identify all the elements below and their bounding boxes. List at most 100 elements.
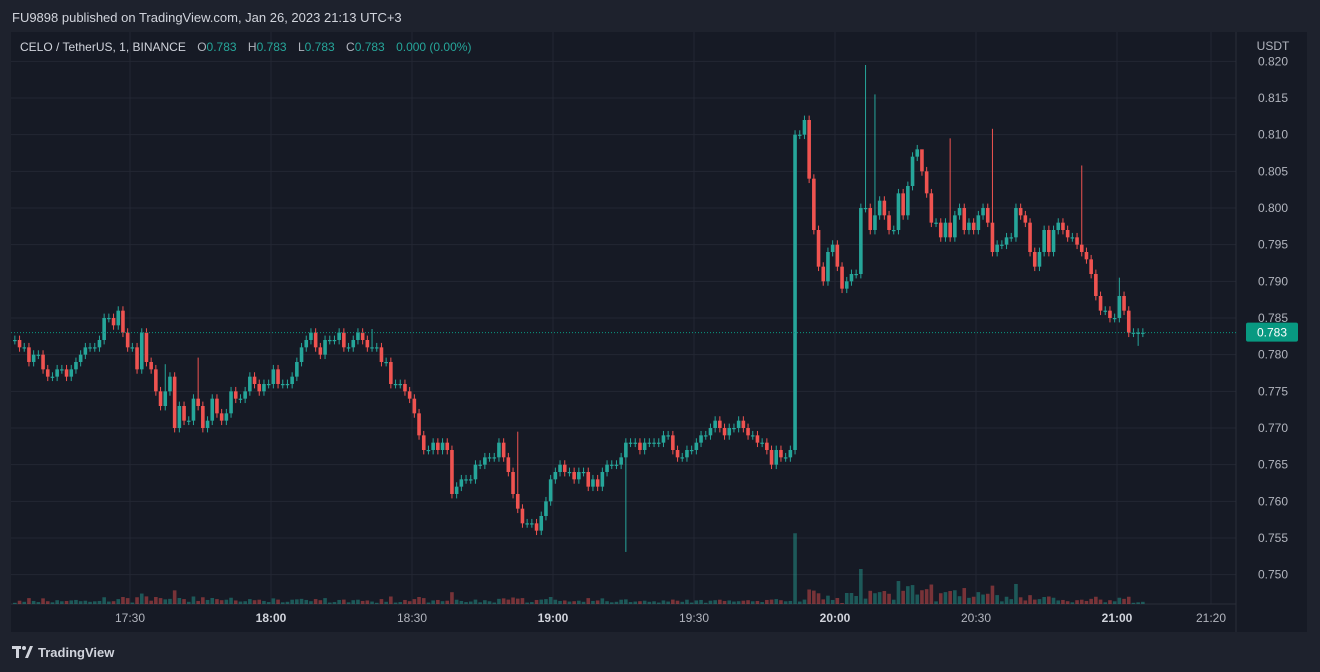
candle-body <box>271 369 276 384</box>
candle-body <box>821 266 826 282</box>
candle-body <box>224 413 229 421</box>
candle-body <box>802 120 807 135</box>
footer-bar: TradingView <box>0 632 1320 672</box>
candle-body <box>572 472 576 480</box>
candle-body <box>534 523 539 531</box>
candle-body <box>581 472 586 474</box>
candle-body <box>713 420 717 428</box>
volume-bar <box>144 596 149 604</box>
time-tick-label: 17:30 <box>115 611 145 625</box>
time-tick-label: 19:30 <box>679 611 709 625</box>
volume-bar <box>445 600 450 604</box>
volume-bar <box>64 600 69 604</box>
candle-body <box>732 428 736 430</box>
volume-bar <box>271 598 276 604</box>
candle-body <box>1108 310 1112 318</box>
volume-bar <box>699 599 703 604</box>
time-tick-label: 20:30 <box>961 611 991 625</box>
candle-body <box>468 479 473 481</box>
volume-bar <box>1126 596 1131 604</box>
candle-body <box>346 347 351 349</box>
volume-bar <box>953 590 957 604</box>
time-tick-label: 18:00 <box>256 611 287 625</box>
candle-body <box>530 523 534 525</box>
volume-bar <box>374 602 379 604</box>
volume-bar <box>539 599 544 604</box>
volume-bar <box>821 599 826 604</box>
volume-bar <box>802 599 807 604</box>
candle-body <box>215 398 219 414</box>
candle-body <box>675 450 680 458</box>
volume-bar <box>732 601 736 604</box>
candle-body <box>436 442 440 450</box>
candle-body <box>290 376 294 384</box>
candle-body <box>1098 296 1103 311</box>
candle-body <box>262 384 266 392</box>
volume-bar <box>1108 600 1112 604</box>
candle-body <box>459 479 464 487</box>
volume-bar <box>595 600 600 604</box>
tradingview-brand[interactable]: TradingView <box>12 644 114 660</box>
candle-body <box>417 413 421 436</box>
volume-bar <box>313 599 318 604</box>
candle-body <box>88 347 92 349</box>
volume-bar <box>412 599 417 604</box>
chart-panel[interactable]: 0.820 0.815 0.810 0.805 0.800 0.795 0.790 0.785… <box>11 32 1307 632</box>
volume-bar <box>520 598 525 604</box>
volume-bar <box>276 599 280 604</box>
candle-body <box>995 244 999 252</box>
volume-bar <box>666 601 670 604</box>
candle-body <box>154 369 158 392</box>
volume-bar <box>74 599 78 604</box>
volume-bar <box>215 599 219 604</box>
candle-body <box>309 332 313 340</box>
candle-body <box>609 464 614 466</box>
volume-bar <box>219 600 224 604</box>
candle-body <box>844 281 849 289</box>
candle-body <box>624 442 628 458</box>
candle-body <box>849 274 854 282</box>
candle-body <box>13 340 17 342</box>
volume-bar <box>506 599 511 604</box>
candle-body <box>257 384 262 392</box>
volume-bar <box>83 600 88 604</box>
volume-bar <box>906 586 910 604</box>
candle-body <box>384 362 388 364</box>
candle-body <box>906 186 910 216</box>
volume-bar <box>788 600 793 604</box>
volume-bar <box>1089 598 1093 604</box>
volume-bar <box>88 601 92 604</box>
volume-bar <box>168 598 172 604</box>
volume-bar <box>891 599 896 604</box>
chart-background <box>11 32 1307 632</box>
candle-body <box>1103 310 1108 312</box>
candle-body <box>614 464 619 466</box>
volume-bar <box>835 598 840 604</box>
candle-body <box>553 472 558 480</box>
candle-body <box>473 464 478 480</box>
candle-body <box>1047 230 1051 252</box>
time-tick-label: 18:30 <box>397 611 427 625</box>
volume-bar <box>403 599 407 604</box>
volume-bar <box>562 600 567 604</box>
volume-bar <box>323 598 327 604</box>
brand-name: TradingView <box>38 644 115 660</box>
candle-body <box>760 442 764 444</box>
candle-body <box>426 450 431 452</box>
candle-body <box>694 442 699 450</box>
candle-body <box>859 208 863 274</box>
candlestick-chart[interactable]: 0.820 0.815 0.810 0.805 0.800 0.795 0.790 0.785… <box>11 32 1307 632</box>
volume-bar <box>797 601 802 604</box>
candle-body <box>577 472 581 480</box>
candle-body <box>755 435 760 443</box>
volume-bar <box>534 599 539 604</box>
change-value: 0.000 (0.00%) <box>396 40 472 54</box>
volume-bar <box>1000 601 1004 604</box>
candle-body <box>111 318 116 326</box>
volume-bar <box>421 598 426 604</box>
price-tick-label: 0.790 <box>1258 274 1288 288</box>
candle-body <box>619 457 623 465</box>
candle-body <box>69 369 74 377</box>
candle-body <box>412 398 417 414</box>
volume-bar <box>309 601 313 604</box>
